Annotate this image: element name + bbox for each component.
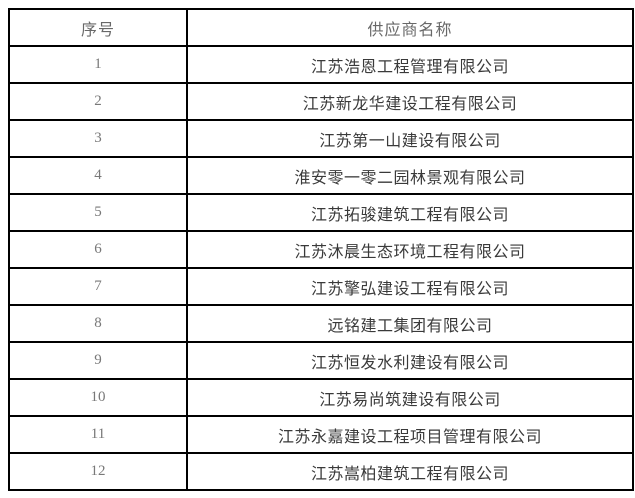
- cell-serial-number: 1: [8, 45, 188, 84]
- header-cell-serial-number: 序号: [8, 8, 188, 47]
- cell-supplier-name: 淮安零一零二园林景观有限公司: [186, 156, 634, 195]
- cell-supplier-name: 江苏嵩柏建筑工程有限公司: [186, 452, 634, 491]
- cell-serial-number: 6: [8, 230, 188, 269]
- cell-serial-number: 10: [8, 378, 188, 417]
- cell-serial-number: 2: [8, 82, 188, 121]
- cell-serial-number: 11: [8, 415, 188, 454]
- table-row: 10 江苏易尚筑建设有限公司: [8, 378, 634, 417]
- cell-supplier-name: 江苏浩恩工程管理有限公司: [186, 45, 634, 84]
- cell-serial-number: 5: [8, 193, 188, 232]
- cell-supplier-name: 江苏擎弘建设工程有限公司: [186, 267, 634, 306]
- cell-supplier-name: 江苏恒发水利建设有限公司: [186, 341, 634, 380]
- header-row: 序号 供应商名称: [8, 8, 634, 47]
- table-row: 9 江苏恒发水利建设有限公司: [8, 341, 634, 380]
- table-row: 12 江苏嵩柏建筑工程有限公司: [8, 452, 634, 491]
- cell-supplier-name: 江苏沐晨生态环境工程有限公司: [186, 230, 634, 269]
- header-cell-supplier-name: 供应商名称: [186, 8, 634, 47]
- cell-serial-number: 9: [8, 341, 188, 380]
- table-row: 8 远铭建工集团有限公司: [8, 304, 634, 343]
- table-row: 7 江苏擎弘建设工程有限公司: [8, 267, 634, 306]
- cell-supplier-name: 江苏易尚筑建设有限公司: [186, 378, 634, 417]
- table-row: 1 江苏浩恩工程管理有限公司: [8, 45, 634, 84]
- cell-supplier-name: 江苏第一山建设有限公司: [186, 119, 634, 158]
- table-row: 11 江苏永嘉建设工程项目管理有限公司: [8, 415, 634, 454]
- table-row: 6 江苏沐晨生态环境工程有限公司: [8, 230, 634, 269]
- table-row: 3 江苏第一山建设有限公司: [8, 119, 634, 158]
- supplier-table: 序号 供应商名称 1 江苏浩恩工程管理有限公司 2 江苏新龙华建设工程有限公司 …: [8, 8, 634, 491]
- supplier-table-header: 序号 供应商名称: [8, 8, 634, 47]
- cell-supplier-name: 江苏永嘉建设工程项目管理有限公司: [186, 415, 634, 454]
- cell-serial-number: 4: [8, 156, 188, 195]
- table-row: 4 淮安零一零二园林景观有限公司: [8, 156, 634, 195]
- supplier-table-body: 1 江苏浩恩工程管理有限公司 2 江苏新龙华建设工程有限公司 3 江苏第一山建设…: [8, 45, 634, 491]
- cell-serial-number: 3: [8, 119, 188, 158]
- cell-serial-number: 8: [8, 304, 188, 343]
- cell-supplier-name: 江苏拓骏建筑工程有限公司: [186, 193, 634, 232]
- table-row: 2 江苏新龙华建设工程有限公司: [8, 82, 634, 121]
- cell-supplier-name: 远铭建工集团有限公司: [186, 304, 634, 343]
- cell-supplier-name: 江苏新龙华建设工程有限公司: [186, 82, 634, 121]
- cell-serial-number: 12: [8, 452, 188, 491]
- cell-serial-number: 7: [8, 267, 188, 306]
- table-row: 5 江苏拓骏建筑工程有限公司: [8, 193, 634, 232]
